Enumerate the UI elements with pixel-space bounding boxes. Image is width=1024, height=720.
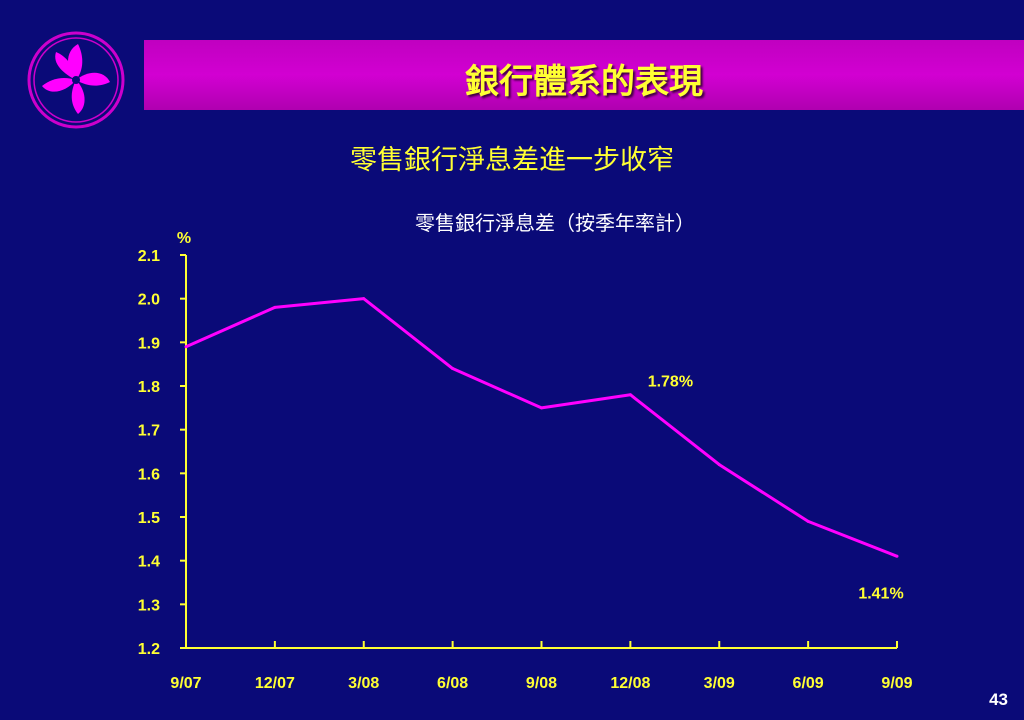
y-axis-tick-labels: 1.2 1.3 1.4 1.5 1.6 1.7 1.8 1.9 2.0 2.1 (138, 248, 160, 658)
x-axis-tick-labels: 9/07 12/07 3/08 6/08 9/08 12/08 3/09 6/09 9/09 (170, 675, 912, 692)
data-label: 1.78% (648, 374, 693, 391)
x-tick-label: 9/09 (881, 675, 912, 692)
x-tick-label: 3/09 (704, 675, 735, 692)
series-group (184, 297, 899, 558)
slide-subtitle: 零售銀行淨息差進一步收窄 (350, 145, 674, 176)
x-tick-label: 6/08 (437, 675, 468, 692)
data-point (451, 367, 455, 371)
y-tick-label: 1.5 (138, 510, 160, 527)
data-label: 1.41% (858, 585, 903, 602)
data-point (895, 554, 899, 558)
data-point (717, 463, 721, 467)
title-bar: 銀行體系的表現 (144, 40, 1024, 110)
y-tick-label: 1.2 (138, 641, 160, 658)
y-tick-label: 1.9 (138, 335, 160, 352)
x-tick-label: 12/07 (255, 675, 295, 692)
y-tick-label: 1.8 (138, 379, 160, 396)
page-number: 43 (989, 690, 1008, 709)
x-tick-label: 9/07 (170, 675, 201, 692)
data-point (362, 297, 366, 301)
y-axis-unit-label: % (177, 230, 191, 247)
chart-title: 零售銀行淨息差（按季年率計） (415, 211, 695, 235)
x-tick-label: 12/08 (610, 675, 650, 692)
data-point (273, 305, 277, 309)
bauhinia-logo-icon (27, 31, 125, 129)
data-point (540, 406, 543, 410)
data-point (184, 345, 188, 349)
y-tick-label: 1.7 (138, 423, 160, 440)
x-tick-label: 9/08 (526, 675, 557, 692)
page-title: 銀行體系的表現 (465, 62, 703, 102)
y-tick-label: 2.0 (138, 292, 160, 309)
chart-axes (180, 254, 898, 649)
y-tick-label: 1.3 (138, 597, 160, 614)
y-tick-label: 1.6 (138, 466, 160, 483)
annotations-group: 1.78% 1.41% (648, 374, 904, 603)
y-tick-label: 1.4 (138, 554, 160, 571)
series-line (185, 297, 898, 558)
data-point (628, 393, 632, 397)
x-tick-label: 3/08 (348, 675, 379, 692)
y-tick-label: 2.1 (138, 248, 160, 265)
x-tick-label: 6/09 (793, 675, 824, 692)
data-point (806, 519, 810, 523)
